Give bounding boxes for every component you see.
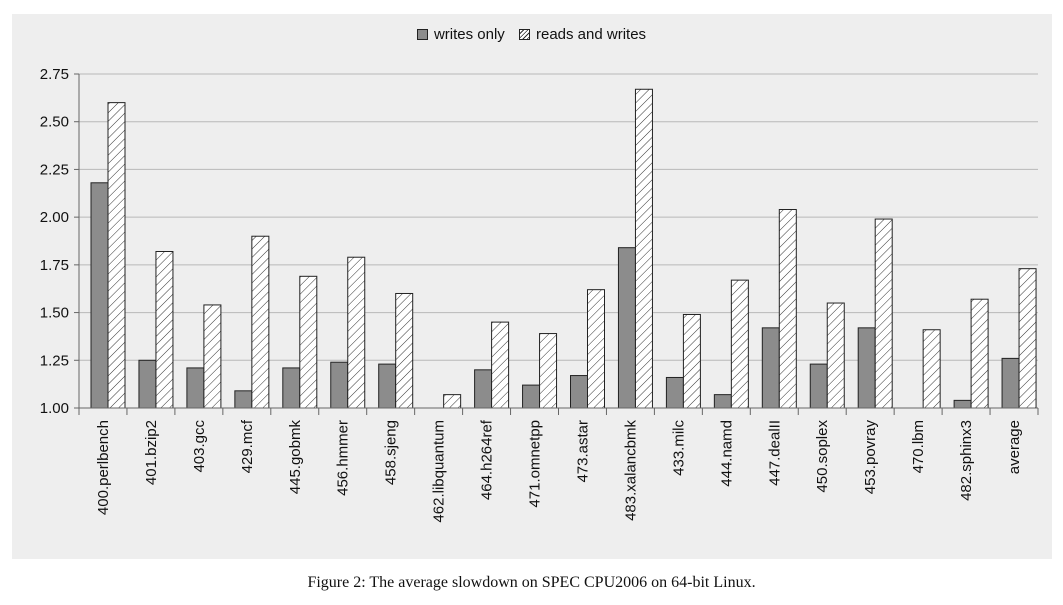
x-tick-label: 483.xalancbmk bbox=[622, 420, 639, 521]
bar-reads-and-writes bbox=[539, 333, 558, 409]
bar-reads-and-writes bbox=[443, 394, 462, 409]
x-tick-label: 471.omnetpp bbox=[527, 420, 544, 508]
legend-label-writes-only: writes only bbox=[433, 26, 505, 43]
bar-reads-and-writes bbox=[970, 298, 989, 409]
y-tick-label: 1.75 bbox=[40, 257, 69, 274]
y-tick-label: 2.00 bbox=[40, 209, 69, 226]
x-tick-label: 464.h264ref bbox=[479, 419, 496, 500]
bar-reads-and-writes bbox=[299, 275, 318, 409]
figure-caption: Figure 2: The average slowdown on SPEC C… bbox=[307, 574, 756, 591]
bar-writes-only bbox=[474, 369, 493, 409]
legend: writes only reads and writes bbox=[0, 26, 1063, 44]
bar-writes-only bbox=[761, 327, 780, 409]
bar-writes-only bbox=[282, 367, 301, 409]
x-tick-label: 401.bzip2 bbox=[143, 420, 160, 485]
bar-writes-only bbox=[234, 390, 253, 409]
bar-writes-only bbox=[330, 361, 349, 409]
x-tick-label: 453.povray bbox=[862, 420, 879, 495]
x-tick-label: 473.astar bbox=[574, 420, 591, 483]
y-tick-label: 1.00 bbox=[40, 400, 69, 417]
x-tick-label: 433.milc bbox=[670, 420, 687, 476]
bar-writes-only bbox=[378, 363, 397, 409]
legend-label-reads-and-writes: reads and writes bbox=[535, 26, 647, 43]
bar-reads-and-writes bbox=[203, 304, 222, 409]
legend-swatch-hatched-icon bbox=[518, 29, 530, 40]
bar-reads-and-writes bbox=[730, 279, 749, 409]
legend-item-reads-and-writes: reads and writes bbox=[518, 26, 647, 43]
bar-reads-and-writes bbox=[491, 321, 510, 409]
y-tick-label: 1.25 bbox=[40, 352, 69, 369]
x-tick-label: 482.sphinx3 bbox=[958, 420, 975, 501]
bar-writes-only bbox=[1001, 357, 1020, 409]
x-tick-label: 470.lbm bbox=[910, 420, 927, 473]
x-tick-label: 456.hmmer bbox=[335, 420, 352, 496]
bar-reads-and-writes bbox=[395, 292, 414, 409]
bar-writes-only bbox=[953, 399, 972, 409]
bar-writes-only bbox=[138, 359, 157, 409]
bar-writes-only bbox=[617, 247, 636, 409]
legend-item-writes-only: writes only bbox=[416, 26, 505, 43]
bar-reads-and-writes bbox=[682, 313, 701, 409]
legend-swatch-solid-icon bbox=[416, 29, 428, 40]
y-tick-label: 2.25 bbox=[40, 161, 69, 178]
bar-reads-and-writes bbox=[587, 289, 605, 409]
bar-writes-only bbox=[809, 363, 828, 409]
y-tick-label: 1.50 bbox=[40, 305, 69, 322]
bar-reads-and-writes bbox=[922, 329, 941, 409]
bar-reads-and-writes bbox=[155, 250, 174, 409]
bar-reads-and-writes bbox=[826, 302, 845, 409]
x-tick-label: 429.mcf bbox=[239, 419, 256, 473]
bar-reads-and-writes bbox=[634, 88, 653, 409]
bar-writes-only bbox=[665, 376, 684, 409]
x-tick-label: 444.namd bbox=[718, 420, 735, 487]
bar-writes-only bbox=[90, 182, 109, 409]
bar-writes-only bbox=[522, 384, 541, 409]
bar-writes-only bbox=[186, 367, 205, 409]
x-tick-label: 458.sjeng bbox=[383, 420, 400, 485]
bar-reads-and-writes bbox=[1018, 268, 1037, 409]
bar-chart: 1.00 1.25 1.50 1.75 2.00 2.25 2.50 2.75 400.perl… bbox=[40, 66, 1039, 523]
y-tick-label: 2.75 bbox=[40, 66, 69, 83]
y-tick-label: 2.50 bbox=[40, 114, 69, 131]
bar-reads-and-writes bbox=[251, 235, 270, 409]
bar-reads-and-writes bbox=[778, 209, 797, 409]
axes bbox=[74, 73, 1039, 415]
x-tick-label: 447.dealII bbox=[766, 420, 783, 486]
gridlines bbox=[79, 73, 1038, 361]
bar-reads-and-writes bbox=[107, 102, 126, 409]
x-tick-label: 400.perlbench bbox=[95, 420, 112, 515]
x-tick-label: 462.libquantum bbox=[431, 420, 448, 523]
bars bbox=[90, 88, 1037, 409]
bar-writes-only bbox=[713, 394, 732, 409]
bar-reads-and-writes bbox=[874, 218, 893, 409]
x-tick-label: average bbox=[1006, 420, 1023, 474]
x-tick-label: 445.gobmk bbox=[287, 420, 304, 495]
bar-reads-and-writes bbox=[347, 256, 366, 409]
bar-writes-only bbox=[857, 327, 876, 409]
bar-writes-only bbox=[570, 375, 588, 409]
labels: 1.00 1.25 1.50 1.75 2.00 2.25 2.50 2.75 400.perl… bbox=[40, 66, 1023, 523]
x-tick-label: 403.gcc bbox=[191, 420, 208, 473]
x-tick-label: 450.soplex bbox=[814, 420, 831, 493]
